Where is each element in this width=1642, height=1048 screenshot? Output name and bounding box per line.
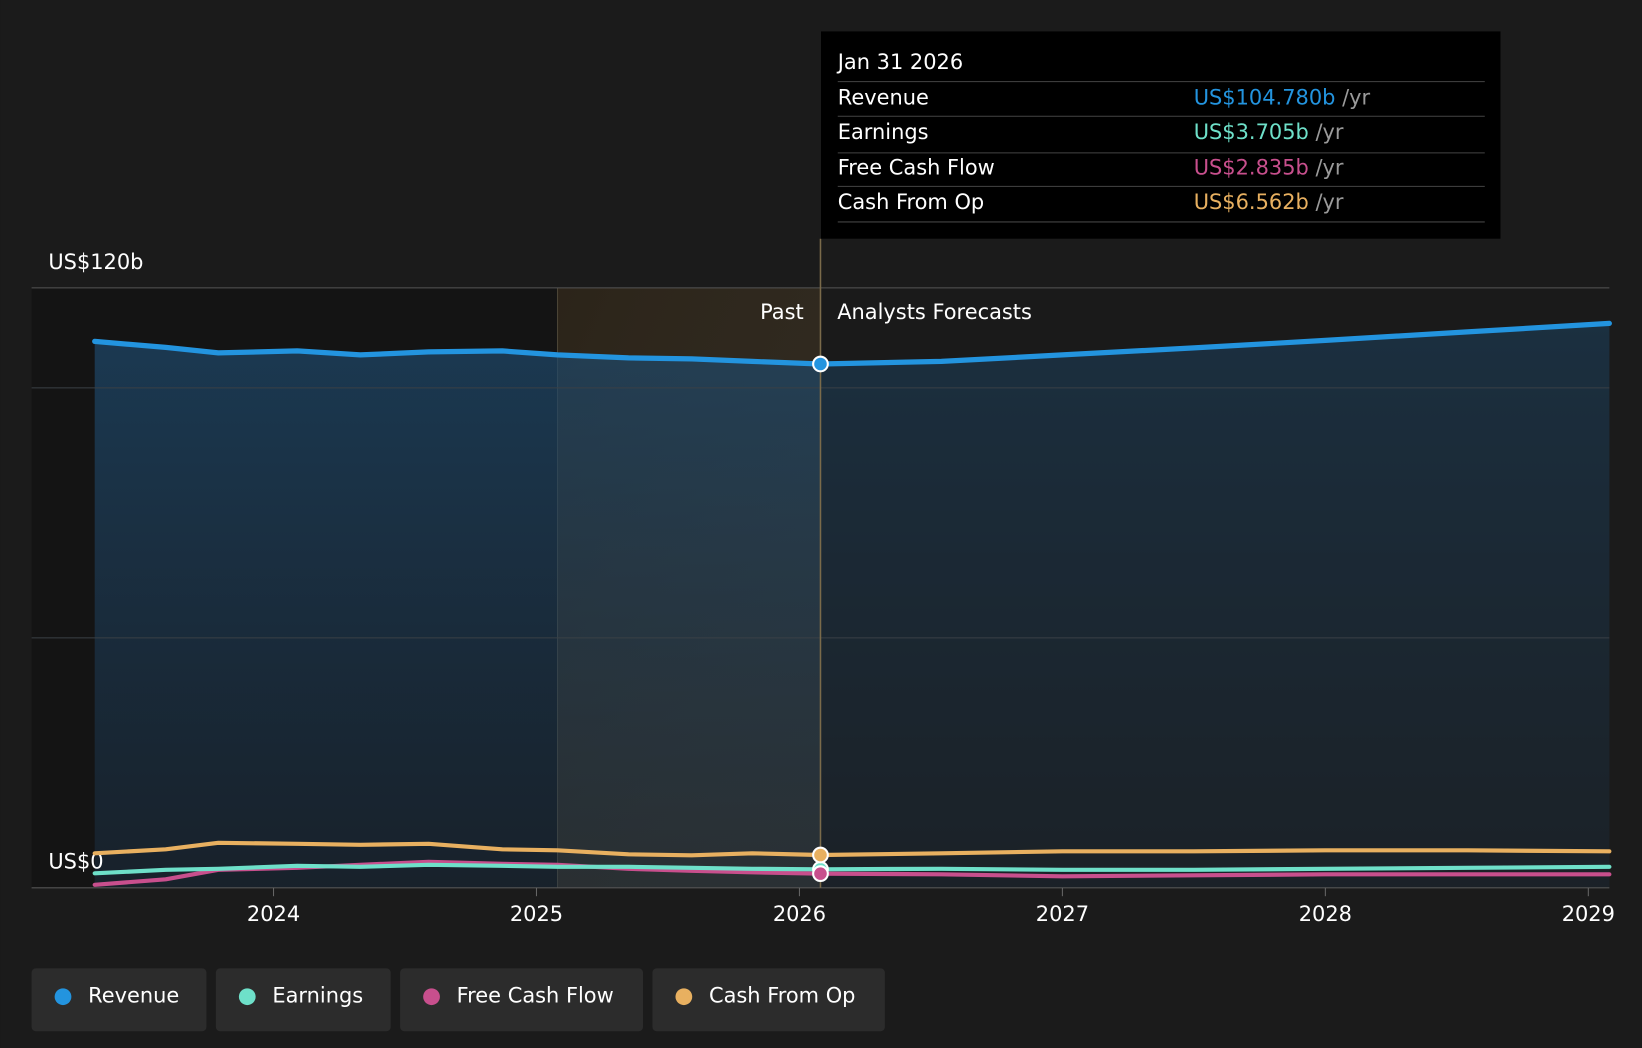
hover-marker xyxy=(812,355,829,373)
tooltip-name: Earnings xyxy=(838,120,929,144)
y-tick-label: US$120b xyxy=(48,250,143,274)
past-label: Past xyxy=(760,300,804,324)
x-tick-label: 2028 xyxy=(1299,902,1352,926)
tooltip-value: US$2.835b /yr xyxy=(1194,156,1344,180)
tooltip-unit: /yr xyxy=(1315,120,1343,144)
legend-item[interactable]: Revenue xyxy=(31,968,207,1032)
x-tick-label: 2029 xyxy=(1562,902,1615,926)
x-tick-label: 2025 xyxy=(510,902,563,926)
hover-marker xyxy=(812,846,829,864)
forecast-tint xyxy=(820,287,1610,888)
legend-swatch xyxy=(238,988,256,1006)
tooltip-name: Cash From Op xyxy=(838,190,984,214)
legend-label: Free Cash Flow xyxy=(457,984,614,1008)
tooltip-value-label: US$6.562b xyxy=(1194,190,1309,214)
series-line xyxy=(92,320,1612,367)
tooltip-box xyxy=(821,31,1501,239)
legend-item[interactable]: Cash From Op xyxy=(652,968,885,1032)
legend-button xyxy=(652,968,885,1032)
legend-label: Cash From Op xyxy=(709,984,855,1008)
tooltip-value: US$104.780b /yr xyxy=(1194,85,1371,109)
tooltip-value-label: US$2.835b xyxy=(1194,156,1309,180)
tooltip-value: US$3.705b /yr xyxy=(1194,120,1344,144)
series-line xyxy=(92,840,1612,858)
tooltip-unit: /yr xyxy=(1315,156,1343,180)
series-line xyxy=(92,862,1612,876)
x-tick-label: 2027 xyxy=(1036,902,1089,926)
legend-label: Revenue xyxy=(88,984,179,1008)
x-tick-label: 2026 xyxy=(773,902,826,926)
tooltip-unit: /yr xyxy=(1315,190,1343,214)
y-tick-label: US$0 xyxy=(48,850,103,874)
legend-button xyxy=(31,968,207,1032)
x-tick-label: 2024 xyxy=(247,902,300,926)
forecast-label: Analysts Forecasts xyxy=(837,300,1032,324)
tooltip-value-label: US$104.780b xyxy=(1194,85,1336,109)
hover-marker xyxy=(812,865,829,883)
legend-label: Earnings xyxy=(272,984,363,1008)
legend-item[interactable]: Free Cash Flow xyxy=(400,968,644,1032)
legend-swatch xyxy=(54,988,72,1006)
tooltip-name: Revenue xyxy=(838,85,929,109)
legend-button xyxy=(400,968,644,1032)
legend-item[interactable]: Earnings xyxy=(215,968,391,1032)
tooltip-name: Free Cash Flow xyxy=(838,156,995,180)
tooltip-value-label: US$3.705b xyxy=(1194,120,1309,144)
revenue-area xyxy=(94,323,1610,888)
legend-swatch xyxy=(675,988,693,1006)
tooltip-title: Jan 31 2026 xyxy=(836,50,963,74)
legend-button xyxy=(215,968,391,1032)
tooltip-value: US$6.562b /yr xyxy=(1194,190,1344,214)
legend-swatch xyxy=(423,988,440,1006)
tooltip-unit: /yr xyxy=(1342,85,1370,109)
